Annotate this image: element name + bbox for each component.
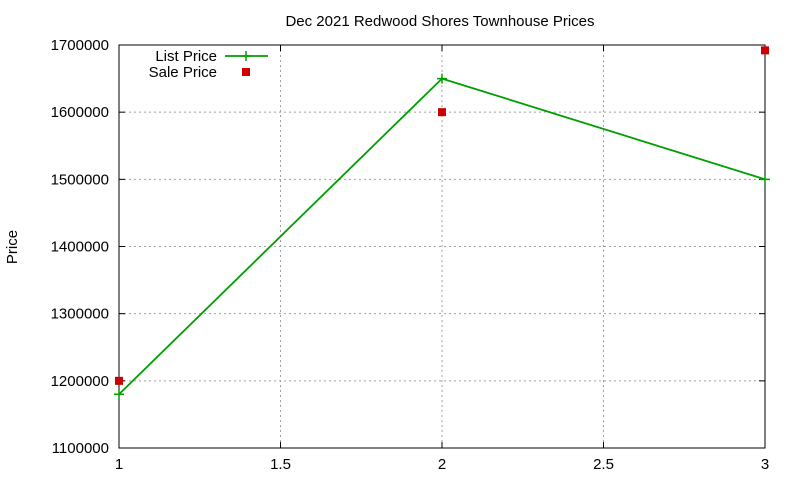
ticks-layer: 1 1.5 2 2.5 3 1100000 1200000 1300000 1400000 150… [51, 37, 770, 473]
legend-label: List Price [155, 48, 217, 65]
series-list-price [114, 73, 770, 400]
sale-price-point [438, 108, 446, 117]
list-price-point [437, 73, 447, 84]
x-tick-label: 3 [761, 456, 769, 473]
chart-title: Dec 2021 Redwood Shores Townhouse Prices [285, 13, 594, 30]
x-tick-label: 1 [115, 456, 123, 473]
y-axis-label: Price [4, 230, 21, 264]
sale-price-point [761, 46, 769, 55]
sale-price-point [115, 376, 123, 385]
legend-label: Sale Price [149, 64, 217, 81]
y-tick-label: 1400000 [51, 239, 109, 256]
series-sale-price [115, 46, 769, 385]
x-tick-label: 1.5 [270, 456, 291, 473]
y-tick-label: 1500000 [51, 171, 109, 188]
series-layer [114, 46, 770, 400]
y-tick-label: 1600000 [51, 104, 109, 121]
y-tick-label: 1300000 [51, 306, 109, 323]
legend-swatch-marker [241, 51, 251, 61]
y-tick-label: 1200000 [51, 373, 109, 390]
x-tick-label: 2.5 [593, 456, 614, 473]
grid-layer [119, 45, 765, 448]
list-price-point [114, 389, 124, 400]
y-tick-label: 1100000 [52, 440, 109, 457]
x-tick-label: 2 [438, 456, 446, 473]
list-price-point [760, 174, 770, 185]
y-tick-label: 1700000 [51, 37, 109, 54]
legend-swatch-square [242, 68, 250, 76]
